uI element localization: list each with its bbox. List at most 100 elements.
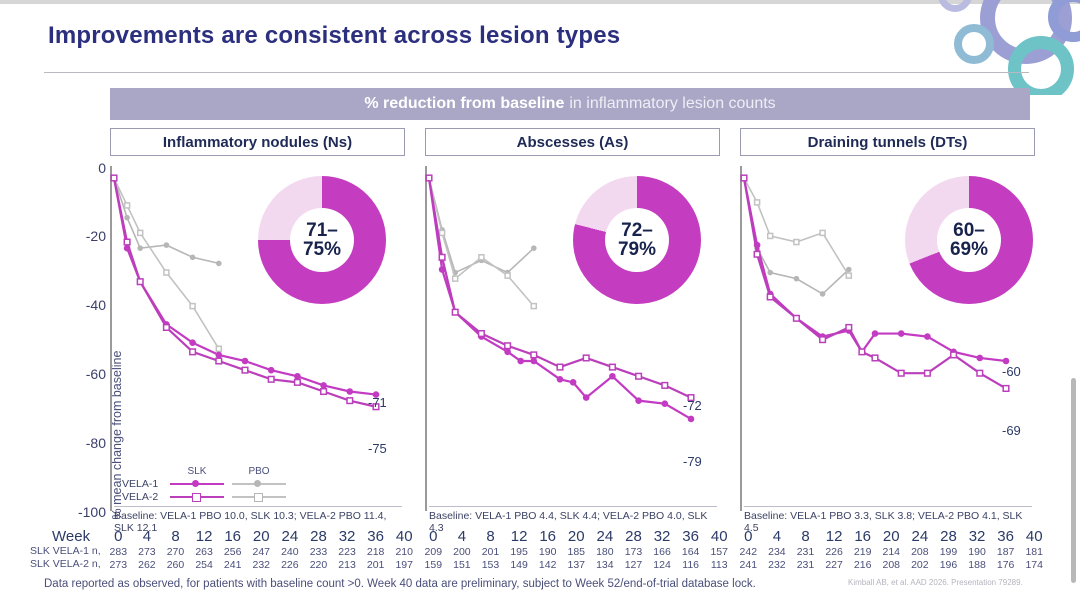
legend-label-vela2: VELA-2 xyxy=(122,490,159,503)
n-count-cell: 213 xyxy=(338,558,356,571)
data-point xyxy=(846,266,852,273)
data-point xyxy=(897,369,905,377)
n-count-cell: 247 xyxy=(252,545,271,558)
x-axis-panel-1: 0 4 8 12 16 20 24 28 32 36 40 xyxy=(104,528,419,545)
data-point xyxy=(858,348,866,356)
x-tick: 20 xyxy=(252,528,270,545)
n-counts-panel-1: 283 273 270 263 256 247 240 233 223 218 210 273 262 2… xyxy=(104,545,419,571)
data-point xyxy=(372,403,380,411)
endpoint-label-vela1: -71 xyxy=(368,395,387,410)
x-tick: 20 xyxy=(567,528,585,545)
series-line xyxy=(113,177,220,350)
n-row-label-vela2: SLK VELA-2 n, xyxy=(30,558,101,570)
data-point xyxy=(504,342,512,350)
data-point xyxy=(136,229,144,237)
baseline-note: Baseline: VELA-1 PBO 4.4, SLK 4.4; VELA-… xyxy=(429,506,717,534)
data-point xyxy=(819,291,826,297)
n-count-cell: 159 xyxy=(424,558,443,571)
x-tick: 8 xyxy=(171,528,180,545)
data-point xyxy=(215,357,223,365)
data-point xyxy=(635,372,643,380)
data-point xyxy=(582,394,590,401)
n-count-cell: 166 xyxy=(653,545,671,558)
n-count-cell: 254 xyxy=(195,558,213,571)
x-tick: 0 xyxy=(114,528,123,545)
y-tick-100: -100 xyxy=(77,504,106,520)
data-point xyxy=(530,302,538,310)
n-count-cell: 273 xyxy=(109,558,128,571)
footnote: Data reported as observed, for patients … xyxy=(44,578,756,590)
data-point xyxy=(162,323,170,331)
endpoint-label-vela2: -75 xyxy=(368,441,387,456)
data-point xyxy=(438,253,446,261)
data-point xyxy=(609,372,616,380)
data-point xyxy=(267,366,275,374)
data-point xyxy=(635,397,642,404)
n-count-cell: 142 xyxy=(538,558,557,571)
n-count-cell: 124 xyxy=(653,558,671,571)
n-count-row: 159 151 153 149 142 137 134 127 124 116 113 xyxy=(419,558,734,571)
endpoint-label-vela2: -72 xyxy=(683,398,702,413)
n-count-cell: 201 xyxy=(366,558,385,571)
legend-symbol-vela2-slk xyxy=(166,490,228,503)
data-point xyxy=(346,388,354,395)
data-point xyxy=(556,363,564,371)
n-count-cell: 214 xyxy=(882,545,901,558)
x-tick: 12 xyxy=(825,528,843,545)
panel-title: Inflammatory nodules (Ns) xyxy=(110,128,405,156)
data-point xyxy=(897,330,905,337)
n-count-cell: 240 xyxy=(281,545,299,558)
data-point xyxy=(478,254,485,261)
data-point xyxy=(216,260,222,267)
y-tick-0: 0 xyxy=(98,160,106,176)
panel-draining-tunnels: Draining tunnels (DTs) 60– 69% -60 -69 B… xyxy=(740,128,1035,534)
n-count-row: 209 200 201 195 190 185 180 173 166 164 157 xyxy=(419,545,734,558)
n-count-cell: 223 xyxy=(338,545,356,558)
n-count-cell: 232 xyxy=(768,558,786,571)
n-count-cell: 181 xyxy=(1025,545,1043,558)
legend-col-pbo: PBO xyxy=(248,466,270,477)
data-point xyxy=(661,400,669,407)
data-point xyxy=(504,272,511,279)
ring-icon xyxy=(954,24,994,64)
n-count-cell: 231 xyxy=(796,558,815,571)
n-count-cell: 190 xyxy=(968,545,986,558)
data-point xyxy=(569,379,577,386)
n-count-cell: 233 xyxy=(309,545,328,558)
scrollbar-thumb[interactable] xyxy=(1071,378,1076,583)
x-tick: 28 xyxy=(625,528,642,545)
n-count-cell: 210 xyxy=(395,545,413,558)
n-count-cell: 202 xyxy=(911,558,929,571)
data-point xyxy=(924,333,931,340)
n-count-cell: 173 xyxy=(624,545,643,558)
x-tick: 8 xyxy=(486,528,495,545)
line-chart-svg xyxy=(425,174,695,423)
legend-symbol-vela1-slk xyxy=(166,477,228,490)
n-count-cell: 201 xyxy=(481,545,500,558)
data-point xyxy=(1002,384,1010,392)
data-point xyxy=(372,391,380,398)
n-count-cell: 234 xyxy=(768,545,786,558)
n-count-cell: 185 xyxy=(567,545,586,558)
data-point xyxy=(608,363,616,371)
n-count-cell: 218 xyxy=(366,545,385,558)
data-point xyxy=(792,314,800,322)
series-line xyxy=(427,177,692,399)
x-tick: 36 xyxy=(997,528,1014,545)
data-point xyxy=(517,357,524,365)
data-point xyxy=(793,238,800,246)
n-count-cell: 149 xyxy=(510,558,528,571)
data-point xyxy=(123,202,131,209)
n-count-cell: 180 xyxy=(596,545,614,558)
data-point xyxy=(163,242,170,248)
data-point xyxy=(293,378,301,386)
data-point xyxy=(740,174,748,182)
data-point xyxy=(241,357,249,365)
page-title: Improvements are consistent across lesio… xyxy=(48,22,621,49)
week-axis-label: Week xyxy=(52,528,91,545)
data-point xyxy=(425,174,433,182)
x-tick: 16 xyxy=(539,528,557,545)
x-tick: 36 xyxy=(367,528,384,545)
legend-headers: SLK PBO xyxy=(166,466,322,477)
x-tick: 4 xyxy=(772,528,782,545)
